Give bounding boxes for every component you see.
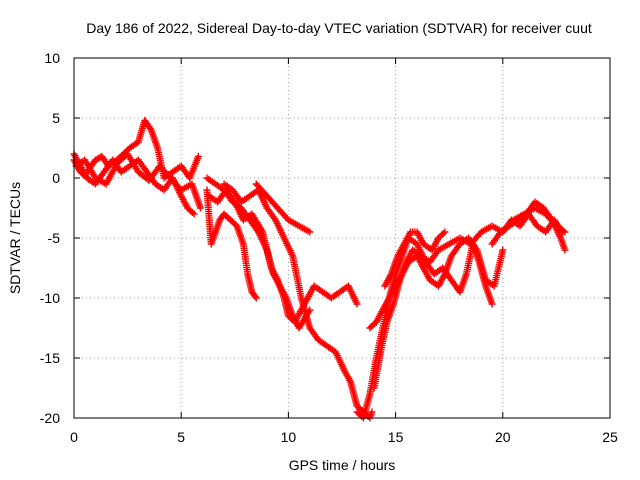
series-arc-6 — [205, 186, 361, 326]
data-point-marker — [559, 228, 567, 236]
series-arc-14 — [499, 210, 567, 236]
x-tick-label: 20 — [495, 429, 511, 445]
x-axis-label: GPS time / hours — [289, 457, 396, 473]
y-axis-label: SDTVAR / TECUs — [7, 182, 23, 294]
data-points — [70, 116, 569, 422]
data-point-marker — [252, 294, 260, 302]
y-tick-label: -5 — [48, 230, 61, 246]
data-point-marker — [441, 228, 449, 236]
series-arc-4 — [203, 186, 260, 302]
y-tick-label: -10 — [40, 290, 60, 306]
data-point-marker — [561, 246, 569, 254]
x-tick-label: 15 — [388, 429, 404, 445]
data-point-marker — [439, 230, 447, 237]
chart-title: Day 186 of 2022, Sidereal Day-to-day VTE… — [86, 20, 592, 36]
y-tick-label: 0 — [52, 170, 60, 186]
data-point-marker — [368, 408, 376, 416]
x-tick-label: 0 — [70, 429, 78, 445]
axes: 0 5 10 15 20 25 -20 -15 -10 -5 0 5 10 — [40, 50, 618, 445]
data-point-marker — [353, 300, 361, 308]
y-tick-label: -15 — [40, 350, 60, 366]
y-tick-label: 5 — [52, 110, 60, 126]
data-point-marker — [188, 209, 196, 216]
data-point-marker — [499, 246, 507, 254]
x-tick-label: 10 — [281, 429, 297, 445]
grid-lines — [74, 58, 610, 418]
data-point-marker — [306, 228, 314, 236]
data-point-marker — [196, 204, 204, 212]
y-tick-label: -20 — [40, 410, 60, 426]
data-point-marker — [194, 152, 202, 160]
x-tick-label: 25 — [602, 429, 618, 445]
series-arc-3 — [72, 150, 204, 212]
data-point-marker — [146, 124, 154, 132]
series-arc-7 — [220, 180, 376, 422]
data-point-marker — [190, 210, 198, 218]
data-point-marker — [488, 300, 496, 308]
series-arc-8 — [252, 180, 314, 236]
series-arc-9 — [353, 234, 496, 422]
y-tick-label: 10 — [44, 50, 60, 66]
x-tick-label: 5 — [177, 429, 185, 445]
data-point-marker — [251, 293, 259, 300]
series-arc-12 — [381, 228, 449, 290]
